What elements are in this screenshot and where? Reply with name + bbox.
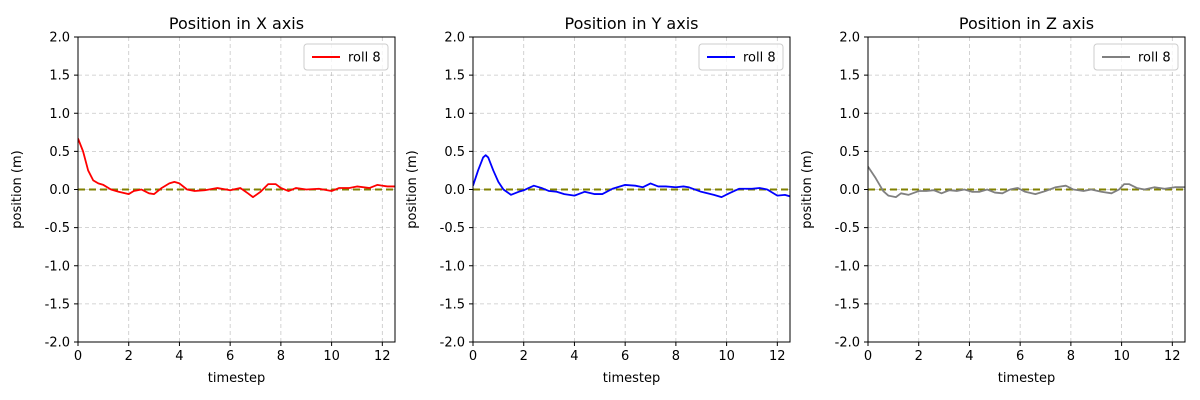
x-tick-label: 4 bbox=[175, 349, 183, 364]
series-line bbox=[78, 138, 395, 199]
x-tick-label: 0 bbox=[74, 349, 82, 364]
y-axis-label: position (m) bbox=[10, 150, 25, 228]
x-tick-label: 10 bbox=[323, 349, 340, 364]
y-tick-label: -0.5 bbox=[440, 221, 465, 236]
legend-box bbox=[303, 43, 389, 71]
legend-box bbox=[698, 43, 784, 71]
subplot-x: 0 2 4 6 8 10 12 -2.0 -1.5 -1.0 -0.5 0.0 0.5 1.0 1.5 2.0… bbox=[10, 14, 396, 386]
subplot-y: 0 2 4 6 8 10 12 -2.0 -1.5 -1.0 -0.5 0.0 0.5 1.0 1.5 2.0… bbox=[405, 14, 791, 386]
y-axis-label: position (m) bbox=[405, 150, 420, 228]
y-tick-label: 0.5 bbox=[49, 145, 70, 160]
x-tick-label: 8 bbox=[1067, 349, 1075, 364]
x-tick-label: 2 bbox=[915, 349, 923, 364]
chart-title: Position in Z axis bbox=[959, 14, 1094, 33]
legend-label: roll 8 bbox=[1138, 51, 1171, 66]
legend: roll 8 bbox=[1093, 43, 1179, 71]
x-tick-label: 0 bbox=[864, 349, 872, 364]
y-tick-label: 1.5 bbox=[49, 69, 70, 84]
y-tick-label: -0.5 bbox=[45, 221, 70, 236]
y-tick-label: 1.5 bbox=[444, 69, 465, 84]
y-tick-label: -2.0 bbox=[835, 336, 860, 351]
y-tick-label: 2.0 bbox=[444, 31, 465, 46]
legend-box bbox=[1093, 43, 1179, 71]
x-tick-label: 12 bbox=[374, 349, 391, 364]
y-tick-label: 0.5 bbox=[839, 145, 860, 160]
x-tick-label: 12 bbox=[769, 349, 786, 364]
y-tick-label: -1.5 bbox=[835, 297, 860, 312]
legend-label: roll 8 bbox=[743, 51, 776, 66]
y-tick-label: 2.0 bbox=[49, 31, 70, 46]
x-tick-label: 8 bbox=[277, 349, 285, 364]
y-tick-label: 0.0 bbox=[444, 183, 465, 198]
x-axis-label: timestep bbox=[208, 371, 266, 386]
y-tick-label: -1.5 bbox=[440, 297, 465, 312]
y-tick-label: -2.0 bbox=[440, 336, 465, 351]
y-tick-label: 1.0 bbox=[49, 107, 70, 122]
y-tick-label: -2.0 bbox=[45, 336, 70, 351]
x-tick-label: 8 bbox=[672, 349, 680, 364]
subplot-z: 0 2 4 6 8 10 12 -2.0 -1.5 -1.0 -0.5 0.0 0.5 1.0 1.5 2.0… bbox=[800, 14, 1186, 386]
chart-title: Position in X axis bbox=[169, 14, 304, 33]
legend: roll 8 bbox=[303, 43, 389, 71]
legend: roll 8 bbox=[698, 43, 784, 71]
y-tick-label: 0.0 bbox=[839, 183, 860, 198]
legend-label: roll 8 bbox=[348, 51, 381, 66]
chart-title: Position in Y axis bbox=[565, 14, 699, 33]
y-tick-label: 1.0 bbox=[444, 107, 465, 122]
y-tick-label: -1.0 bbox=[45, 259, 70, 274]
x-tick-label: 10 bbox=[718, 349, 735, 364]
y-tick-label: -1.5 bbox=[45, 297, 70, 312]
series-line bbox=[473, 154, 790, 199]
x-tick-label: 6 bbox=[226, 349, 234, 364]
x-tick-label: 0 bbox=[469, 349, 477, 364]
x-tick-label: 4 bbox=[965, 349, 973, 364]
x-axis-label: timestep bbox=[603, 371, 661, 386]
y-tick-label: 1.0 bbox=[839, 107, 860, 122]
x-tick-label: 6 bbox=[621, 349, 629, 364]
y-tick-label: -1.0 bbox=[835, 259, 860, 274]
y-tick-label: -0.5 bbox=[835, 221, 860, 236]
y-tick-label: 0.5 bbox=[444, 145, 465, 160]
x-tick-label: 4 bbox=[570, 349, 578, 364]
x-tick-label: 2 bbox=[125, 349, 133, 364]
x-tick-label: 6 bbox=[1016, 349, 1024, 364]
x-tick-label: 12 bbox=[1164, 349, 1181, 364]
y-axis-label: position (m) bbox=[800, 150, 815, 228]
series-line bbox=[868, 166, 1185, 199]
y-tick-label: 2.0 bbox=[839, 31, 860, 46]
x-tick-label: 10 bbox=[1113, 349, 1130, 364]
y-tick-label: 0.0 bbox=[49, 183, 70, 198]
y-tick-label: -1.0 bbox=[440, 259, 465, 274]
x-axis-label: timestep bbox=[998, 371, 1056, 386]
x-tick-label: 2 bbox=[520, 349, 528, 364]
y-tick-label: 1.5 bbox=[839, 69, 860, 84]
